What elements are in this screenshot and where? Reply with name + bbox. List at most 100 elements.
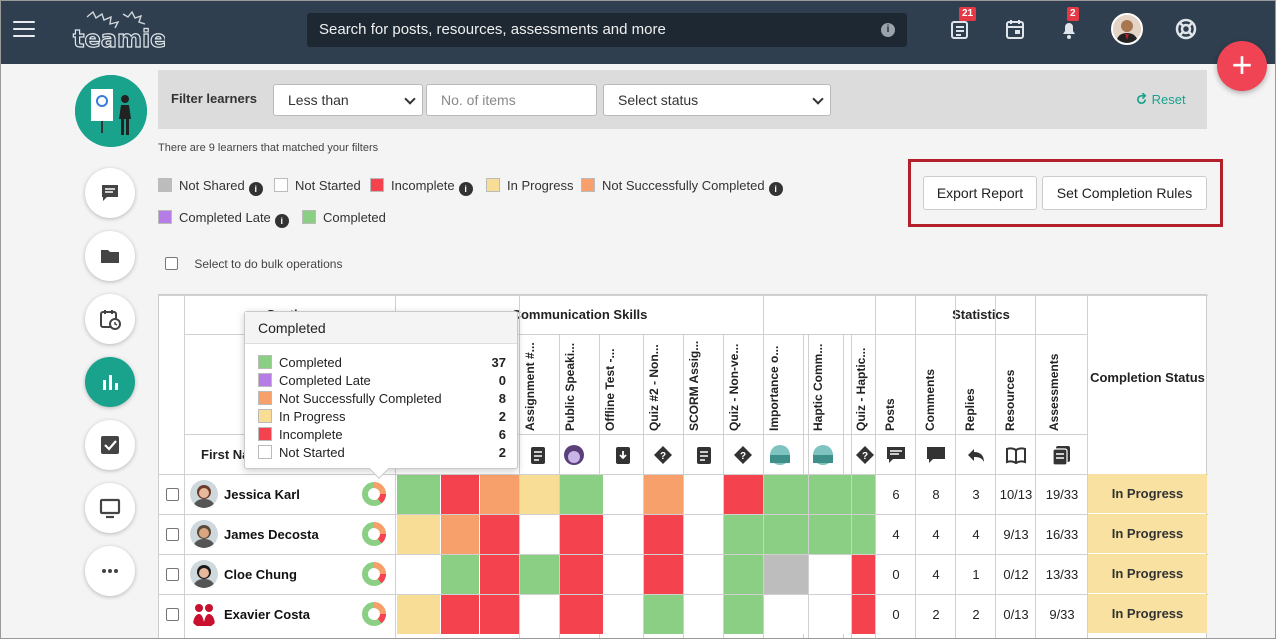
status-cell[interactable]	[441, 555, 479, 594]
learner-avatar[interactable]	[190, 600, 218, 628]
column-header[interactable]: Quiz - Non-ve...	[727, 321, 743, 431]
status-cell[interactable]	[684, 475, 723, 514]
status-cell[interactable]	[684, 555, 723, 594]
status-cell[interactable]	[397, 515, 440, 554]
status-cell[interactable]	[764, 475, 808, 514]
info-icon[interactable]: i	[768, 182, 783, 196]
set-completion-rules-button[interactable]: Set Completion Rules	[1042, 176, 1207, 210]
calendar-icon[interactable]	[1003, 17, 1027, 41]
status-cell[interactable]	[441, 515, 479, 554]
rail-schedule-button[interactable]	[85, 294, 135, 344]
status-cell[interactable]	[480, 555, 519, 594]
status-cell[interactable]	[764, 595, 808, 634]
status-cell[interactable]	[684, 515, 723, 554]
comparator-select[interactable]: Less than	[273, 84, 423, 116]
export-report-button[interactable]: Export Report	[923, 176, 1037, 210]
learner-avatar[interactable]	[190, 480, 218, 508]
info-icon[interactable]: i	[248, 182, 263, 196]
column-header[interactable]: Public Speaki...	[563, 321, 579, 431]
status-cell[interactable]	[520, 515, 559, 554]
status-cell[interactable]	[764, 555, 808, 594]
rail-more-button[interactable]	[85, 546, 135, 596]
status-cell[interactable]	[644, 475, 683, 514]
status-cell[interactable]	[441, 475, 479, 514]
column-header[interactable]: Quiz #2 - Non...	[647, 321, 663, 431]
rail-classroom-button[interactable]	[85, 483, 135, 533]
column-header[interactable]: Offline Test -...	[603, 321, 619, 431]
status-cell[interactable]	[397, 555, 440, 594]
learner-name[interactable]: Cloe Chung	[224, 567, 297, 582]
rail-tasks-button[interactable]	[85, 420, 135, 470]
progress-donut-icon[interactable]	[361, 481, 387, 507]
status-cell[interactable]	[764, 515, 808, 554]
user-avatar[interactable]	[1111, 13, 1143, 45]
column-header[interactable]: Haptic Comm...	[811, 321, 827, 431]
status-cell[interactable]	[604, 595, 643, 634]
create-fab-button[interactable]: +	[1217, 41, 1267, 91]
status-cell[interactable]	[809, 555, 851, 594]
status-select[interactable]: Select status	[603, 84, 831, 116]
status-cell[interactable]	[520, 555, 559, 594]
column-header[interactable]: Quiz - Haptic...	[854, 321, 870, 431]
rail-analytics-button[interactable]	[85, 357, 135, 407]
status-cell[interactable]	[397, 595, 440, 634]
column-header[interactable]: Importance o...	[767, 321, 783, 431]
status-cell[interactable]	[644, 595, 683, 634]
info-icon[interactable]: i	[458, 182, 473, 196]
items-count-input[interactable]: No. of items	[426, 84, 597, 116]
learner-avatar[interactable]	[190, 520, 218, 548]
column-header[interactable]: SCORM Assig...	[687, 321, 703, 431]
status-cell[interactable]	[604, 555, 643, 594]
column-header[interactable]: Replies	[963, 341, 979, 431]
progress-donut-icon[interactable]	[361, 561, 387, 587]
learner-name[interactable]: Exavier Costa	[224, 607, 310, 622]
row-select-checkbox[interactable]	[166, 608, 179, 621]
row-select-checkbox[interactable]	[166, 528, 179, 541]
course-thumbnail[interactable]	[75, 75, 147, 147]
status-cell[interactable]	[852, 555, 875, 594]
status-cell[interactable]	[724, 475, 763, 514]
status-cell[interactable]	[520, 595, 559, 634]
row-select-checkbox[interactable]	[166, 488, 179, 501]
status-cell[interactable]	[644, 515, 683, 554]
status-cell[interactable]	[809, 595, 851, 634]
status-cell[interactable]	[809, 475, 851, 514]
status-cell[interactable]	[520, 475, 559, 514]
learner-avatar[interactable]	[190, 560, 218, 588]
newsfeed-icon[interactable]: 21	[949, 7, 977, 41]
progress-donut-icon[interactable]	[361, 601, 387, 627]
reset-link[interactable]: Reset	[1135, 92, 1186, 107]
status-cell[interactable]	[644, 555, 683, 594]
status-cell[interactable]	[560, 475, 603, 514]
learner-name[interactable]: Jessica Karl	[224, 487, 300, 502]
bulk-select-checkbox[interactable]	[165, 257, 178, 270]
column-header[interactable]: Posts	[883, 341, 899, 431]
status-cell[interactable]	[724, 515, 763, 554]
column-header[interactable]: Assignment #...	[523, 321, 539, 431]
progress-donut-icon[interactable]	[361, 521, 387, 547]
info-icon[interactable]: i	[274, 214, 289, 228]
bell-icon[interactable]: 2	[1057, 7, 1081, 41]
hamburger-menu-icon[interactable]	[13, 21, 35, 39]
status-cell[interactable]	[397, 475, 440, 514]
status-cell[interactable]	[480, 595, 519, 634]
status-cell[interactable]	[852, 475, 875, 514]
status-cell[interactable]	[724, 555, 763, 594]
rail-posts-button[interactable]	[85, 168, 135, 218]
search-input[interactable]: Search for posts, resources, assessments…	[307, 13, 907, 47]
search-info-icon[interactable]: i	[881, 23, 895, 37]
status-cell[interactable]	[480, 475, 519, 514]
status-cell[interactable]	[441, 595, 479, 634]
status-cell[interactable]	[852, 515, 875, 554]
rail-resources-button[interactable]	[85, 231, 135, 281]
status-cell[interactable]	[480, 515, 519, 554]
help-lifebuoy-icon[interactable]	[1174, 17, 1198, 41]
status-cell[interactable]	[852, 595, 875, 634]
learner-name[interactable]: James Decosta	[224, 527, 319, 542]
status-cell[interactable]	[809, 515, 851, 554]
status-cell[interactable]	[560, 595, 603, 634]
row-select-checkbox[interactable]	[166, 568, 179, 581]
status-cell[interactable]	[560, 555, 603, 594]
status-cell[interactable]	[684, 595, 723, 634]
status-cell[interactable]	[604, 515, 643, 554]
